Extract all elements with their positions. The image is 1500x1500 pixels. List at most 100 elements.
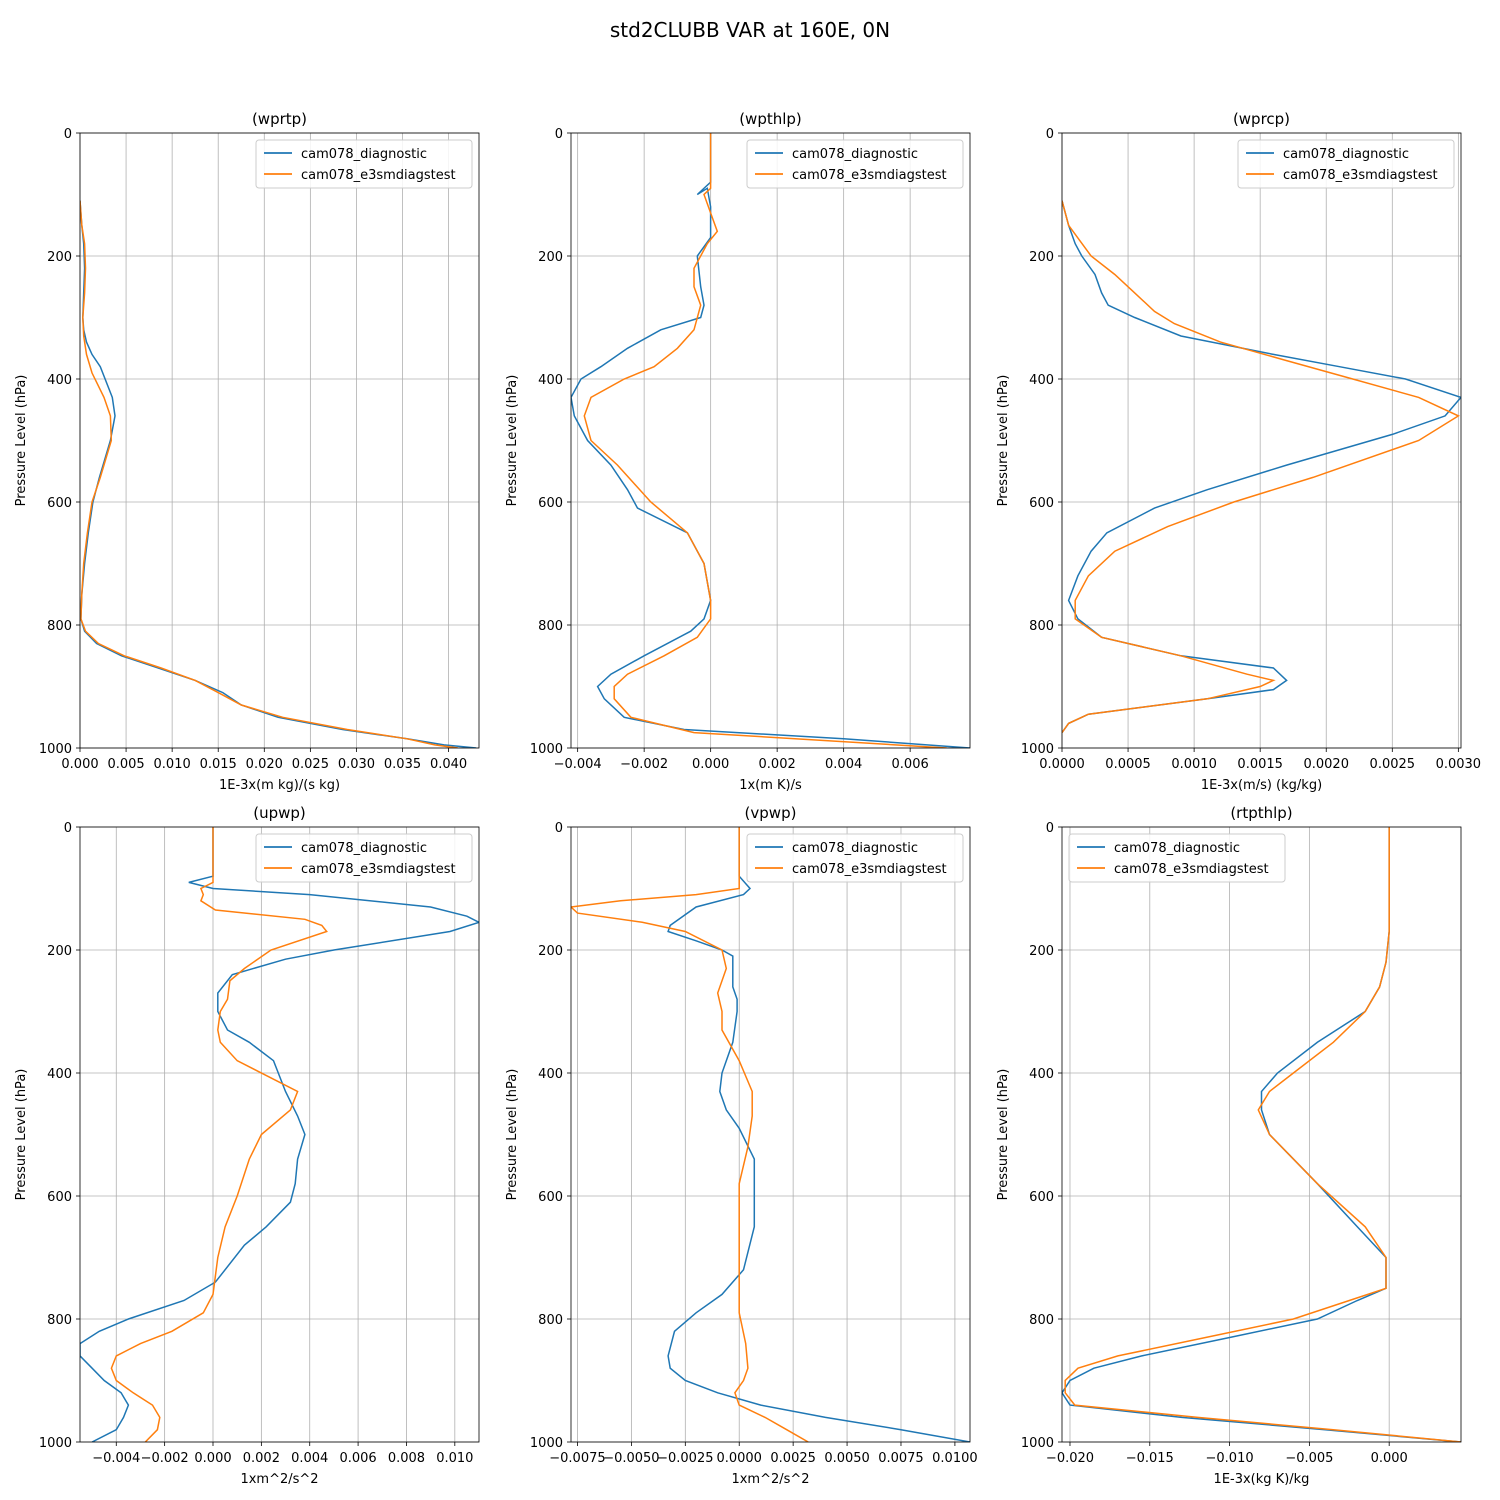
series-line-1 <box>80 200 477 748</box>
y-axis-label: Pressure Level (hPa) <box>505 375 520 507</box>
series-line-1 <box>667 827 970 1442</box>
x-tick-label: 0.000 <box>194 1451 231 1466</box>
y-tick-label: 600 <box>1029 496 1054 511</box>
subplot-grid: 0.000 0.005 0.010 0.015 0.020 0.025 0.030 0.035… <box>14 110 1481 1487</box>
subplot-upwp: −0.004 −0.002 0.000 0.002 0.004 0.006 0.008 0.0… <box>14 804 480 1487</box>
x-tick-label: −0.010 <box>1206 1451 1254 1466</box>
x-tick-label: 0.005 <box>107 757 144 772</box>
x-tick-label: 0.020 <box>246 757 283 772</box>
series-line-2 <box>1062 200 1460 734</box>
x-tick-label: −0.004 <box>92 1451 140 1466</box>
y-tick-label: 600 <box>47 1190 72 1205</box>
x-axis-label: 1xm^2/s^2 <box>731 1472 809 1487</box>
x-tick-label: 0.0015 <box>1237 757 1283 772</box>
y-tick-label: 600 <box>538 1190 563 1205</box>
x-tick-label: 0.0010 <box>1171 757 1217 772</box>
y-tick-label: 0 <box>555 821 563 836</box>
x-tick-label: −0.002 <box>620 757 668 772</box>
x-tick-label: 0.025 <box>292 757 329 772</box>
legend-label-2: cam078_e3smdiagstest <box>792 862 947 877</box>
legend-box <box>1237 139 1455 189</box>
subplot-title: (wprtp) <box>252 110 307 128</box>
x-tick-label: −0.015 <box>1126 1451 1174 1466</box>
x-axis-label: 1x(m K)/s <box>739 778 802 793</box>
x-tick-label: −0.005 <box>1285 1451 1333 1466</box>
legend-label-2: cam078_e3smdiagstest <box>792 168 947 183</box>
series-line-1 <box>1062 827 1461 1442</box>
y-tick-label: 800 <box>1029 619 1054 634</box>
legend: cam078_diagnostic cam078_e3smdiagstest <box>255 139 473 189</box>
legend-label-1: cam078_diagnostic <box>301 841 427 856</box>
legend-label-2: cam078_e3smdiagstest <box>1114 862 1269 877</box>
y-tick-label: 1000 <box>1021 742 1054 757</box>
y-tick-label: 0 <box>64 127 72 142</box>
y-tick-label: 800 <box>538 1313 563 1328</box>
x-tick-label: 0.0075 <box>878 1451 924 1466</box>
legend-label-2: cam078_e3smdiagstest <box>301 862 456 877</box>
series-line-2 <box>1064 827 1461 1442</box>
series-line-2 <box>110 827 328 1442</box>
y-tick-label: 200 <box>47 944 72 959</box>
x-tick-label: 0.0000 <box>1039 757 1085 772</box>
legend: cam078_diagnostic cam078_e3smdiagstest <box>255 833 473 883</box>
x-tick-label: 0.000 <box>61 757 98 772</box>
series-line-2 <box>571 827 809 1442</box>
axes-frame <box>570 132 971 749</box>
legend-label-1: cam078_diagnostic <box>1283 147 1409 162</box>
axes-frame <box>79 132 480 749</box>
y-tick-label: 800 <box>1029 1313 1054 1328</box>
subplot-rtpthlp: −0.020 −0.015 −0.010 −0.005 0.000 0 200 400 600 8… <box>996 804 1462 1487</box>
subplot-wprtp: 0.000 0.005 0.010 0.015 0.020 0.025 0.030 0.035… <box>14 110 480 793</box>
y-tick-label: 200 <box>538 250 563 265</box>
x-tick-label: −0.0050 <box>603 1451 659 1466</box>
x-tick-label: −0.0025 <box>657 1451 713 1466</box>
axes-frame <box>1061 826 1462 1443</box>
y-tick-label: 400 <box>538 1067 563 1082</box>
y-axis-label: Pressure Level (hPa) <box>996 375 1011 507</box>
x-tick-label: 0.0000 <box>716 1451 762 1466</box>
y-tick-label: 200 <box>1029 944 1054 959</box>
y-tick-label: 400 <box>1029 1067 1054 1082</box>
y-tick-label: 1000 <box>530 742 563 757</box>
x-axis-label: 1xm^2/s^2 <box>240 1472 318 1487</box>
y-tick-label: 0 <box>555 127 563 142</box>
legend-label-2: cam078_e3smdiagstest <box>301 168 456 183</box>
x-tick-label: 0.035 <box>384 757 421 772</box>
subplot-title: (wprcp) <box>1233 110 1290 128</box>
x-axis-label: 1E-3x(kg K)/kg <box>1214 1472 1310 1487</box>
legend-label-1: cam078_diagnostic <box>1114 841 1240 856</box>
y-axis-label: Pressure Level (hPa) <box>14 1069 29 1201</box>
x-tick-label: 0.0100 <box>932 1451 978 1466</box>
x-axis-label: 1E-3x(m kg)/(s kg) <box>219 778 340 793</box>
series-line-1 <box>80 827 479 1442</box>
x-tick-label: 0.0050 <box>824 1451 870 1466</box>
x-tick-label: 0.0020 <box>1303 757 1349 772</box>
subplot-title: (rtpthlp) <box>1230 804 1292 822</box>
axes-frame <box>1061 132 1462 749</box>
y-tick-label: 600 <box>47 496 72 511</box>
y-tick-label: 600 <box>538 496 563 511</box>
x-tick-label: −0.020 <box>1046 1451 1094 1466</box>
y-axis-label: Pressure Level (hPa) <box>996 1069 1011 1201</box>
legend-label-2: cam078_e3smdiagstest <box>1283 168 1438 183</box>
subplot-wpthlp: −0.004 −0.002 0.000 0.002 0.004 0.006 0 200 400 6… <box>505 110 971 793</box>
x-tick-label: 0.030 <box>338 757 375 772</box>
x-tick-label: 0.000 <box>1371 1451 1408 1466</box>
x-tick-label: 0.010 <box>436 1451 473 1466</box>
y-tick-label: 400 <box>538 373 563 388</box>
y-tick-label: 800 <box>47 619 72 634</box>
subplot-title: (vpwp) <box>745 804 797 822</box>
x-tick-label: 0.004 <box>291 1451 328 1466</box>
subplot-wprcp: 0.0000 0.0005 0.0010 0.0015 0.0020 0.0025 0.00… <box>996 110 1481 793</box>
y-tick-label: 600 <box>1029 1190 1054 1205</box>
legend-box <box>1068 833 1286 883</box>
series-line-1 <box>1062 200 1461 734</box>
x-tick-label: 0.040 <box>430 757 467 772</box>
y-tick-label: 200 <box>1029 250 1054 265</box>
x-tick-label: 0.0030 <box>1436 757 1482 772</box>
y-tick-label: 800 <box>47 1313 72 1328</box>
y-tick-label: 1000 <box>1021 1436 1054 1451</box>
x-tick-label: 0.006 <box>892 757 929 772</box>
x-tick-label: 0.008 <box>388 1451 425 1466</box>
